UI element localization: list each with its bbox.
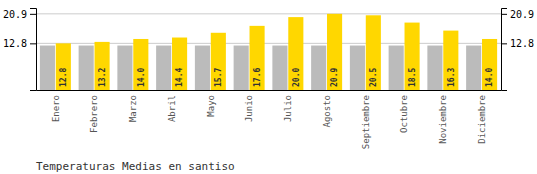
y-axis-line [30,9,37,91]
x-tick-label: Noviembre [438,95,448,144]
x-tick: Marzo [128,95,138,122]
y-tick: 20.9 [3,9,36,20]
bar [133,39,148,90]
data-label: 16.3 [447,68,456,87]
bar [311,46,326,90]
bar [117,46,132,90]
y2-axis: 12.8 20.9 [501,9,534,91]
x-tick: Mayo [206,95,216,117]
bar [389,46,404,90]
bar [250,26,265,90]
x-tick-label: Octubre [399,95,409,133]
bar [156,46,171,90]
data-label: 15.7 [214,68,223,87]
x-axis-line [37,90,502,91]
chart-container: 12.8 13.2 14.0 14.4 15.7 17.6 20.0 20.9 20.5 18.5… [0,0,537,174]
title: Temperaturas Medias en santiso [36,160,235,173]
bar [95,42,110,90]
x-tick-label: Abril [167,95,177,122]
y2-tick: 12.8 [501,38,534,49]
bar [366,15,381,90]
x-tick: Enero [51,95,61,122]
y-tick-label: 20.9 [3,9,27,20]
data-label: 14.0 [137,68,146,87]
y2-tick-mark [501,43,507,44]
x-axis: Enero Febrero Marzo Abril Mayo Junio Julio Agos… [37,91,502,150]
grid-line [36,13,501,14]
bar [350,46,365,90]
x-tick-label: Marzo [128,95,138,122]
bar [56,43,71,90]
data-label: 17.6 [253,68,262,87]
data-labels: 12.8 13.2 14.0 14.4 15.7 17.6 20.0 20.9 20.5 18.5… [59,68,494,87]
y-tick-mark [30,43,36,44]
bar [172,38,187,90]
x-tick: Abril [167,95,177,122]
chart: 12.8 13.2 14.0 14.4 15.7 17.6 20.0 20.9 20.5 18.5… [0,0,537,174]
x-tick-label: Septiembre [361,95,371,149]
bar-series [56,14,497,90]
y-tick: 12.8 [3,38,36,49]
y2-tick-label: 12.8 [510,38,534,49]
x-tick-label: Enero [51,95,61,122]
bar [443,31,458,90]
bar [195,46,210,90]
x-tick: Julio [283,95,293,122]
y-axis: 12.8 20.9 [3,9,37,91]
bar [234,46,249,90]
x-tick-label: Julio [283,95,293,122]
data-label: 18.5 [408,68,417,87]
y-tick-mark [30,14,36,15]
bar [466,46,481,90]
data-label: 20.5 [369,68,378,87]
bar [40,46,55,90]
y2-tick-label: 20.9 [510,9,534,20]
grid [36,14,501,44]
y2-tick: 20.9 [501,9,534,20]
x-tick: Octubre [399,95,409,133]
x-tick: Agosto [322,95,332,128]
x-tick-label: Mayo [206,95,216,117]
bar [79,46,94,90]
x-tick: Septiembre [361,95,371,149]
data-label: 20.0 [292,68,301,87]
y2-axis-line [502,9,508,91]
x-tick-label: Agosto [322,95,332,128]
data-label: 20.9 [330,68,339,87]
x-tick: Febrero [89,95,99,133]
y-tick-label: 12.8 [3,38,27,49]
bar [427,46,442,90]
bar [272,46,287,90]
x-tick: Diciembre [477,95,487,144]
x-tick-label: Febrero [89,95,99,133]
data-label: 12.8 [59,68,68,87]
bar [211,33,226,90]
y2-tick-mark [501,14,507,15]
data-label: 14.0 [485,68,494,87]
bar [482,39,497,90]
bar [327,14,342,90]
data-label: 14.4 [175,68,184,87]
x-tick-label: Junio [244,95,254,122]
bar [288,17,303,90]
x-tick: Noviembre [438,95,448,144]
bar [405,23,420,90]
x-tick-label: Diciembre [477,95,487,144]
data-label: 13.2 [98,68,107,87]
x-tick: Junio [244,95,254,122]
bars [40,14,497,90]
